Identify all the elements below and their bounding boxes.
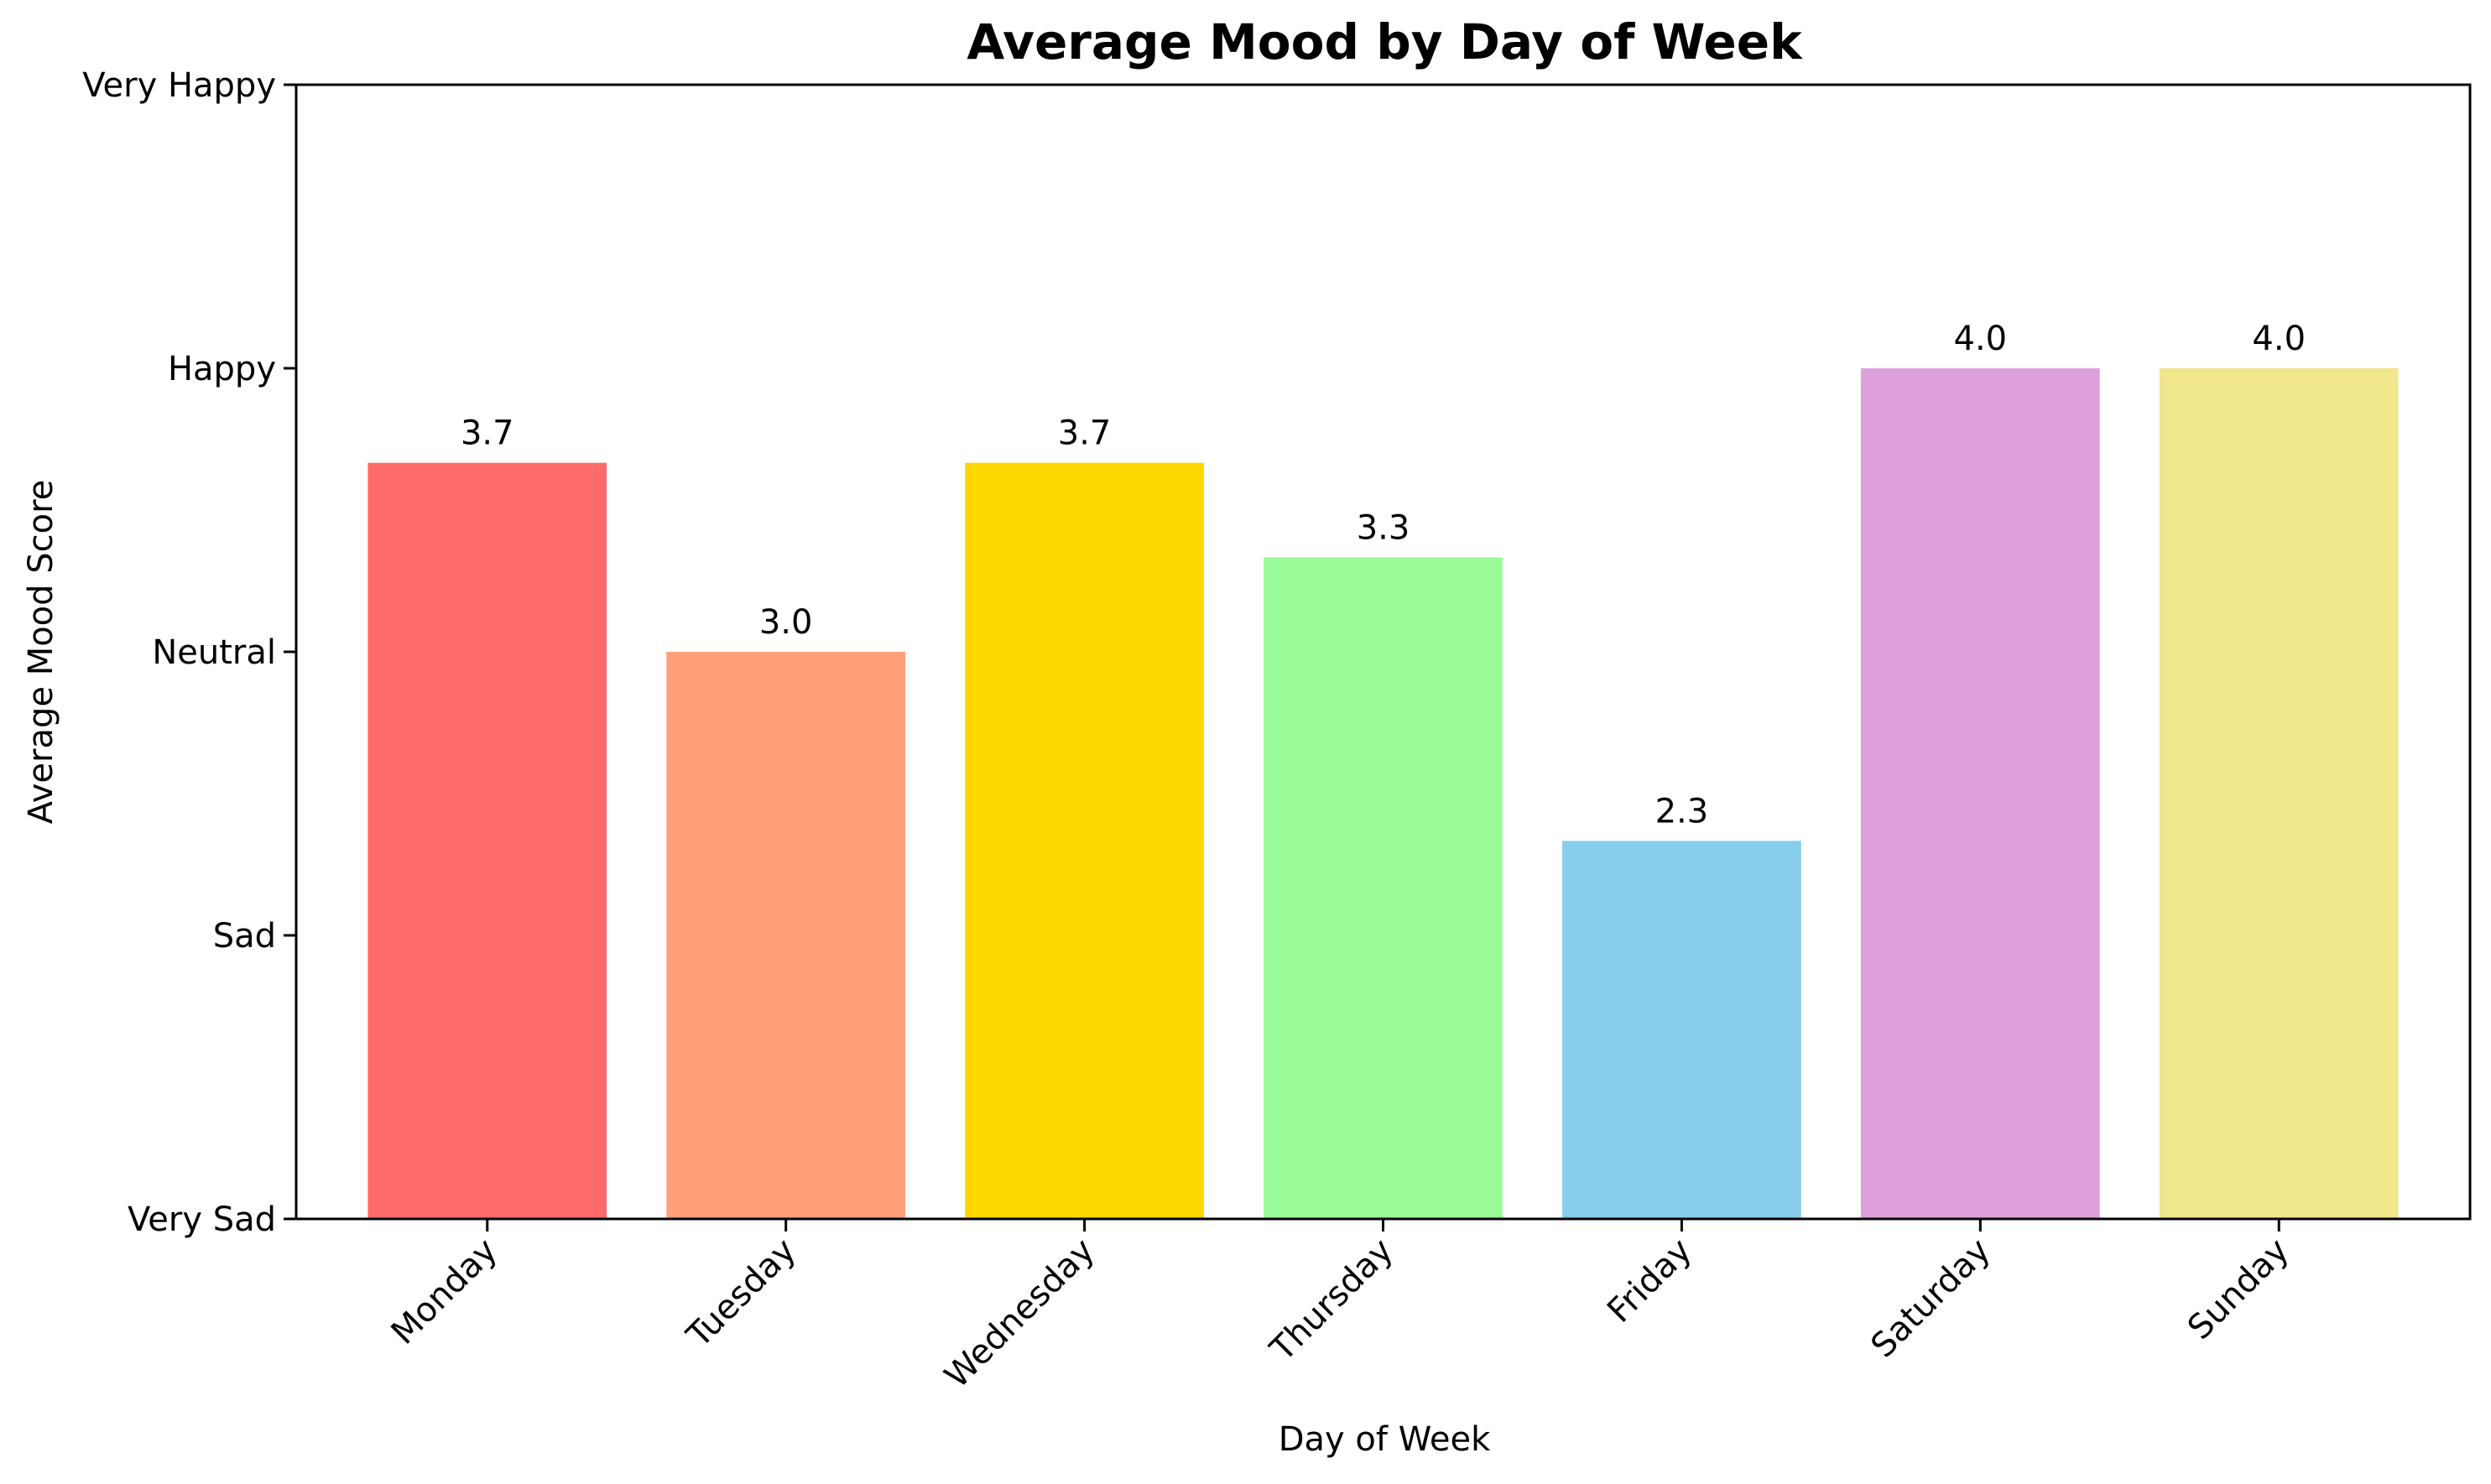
bar-thursday [1264, 557, 1503, 1219]
bar-wednesday [965, 462, 1204, 1219]
y-tick-label-1: Sad [213, 917, 276, 955]
x-axis: Monday Tuesday Wednesday Thursday Friday Satu… [384, 1219, 2296, 1396]
data-label-thursday: 3.3 [1357, 508, 1410, 547]
y-tick-label-0: Very Sad [128, 1200, 276, 1239]
data-label-tuesday: 3.0 [759, 603, 813, 642]
data-label-sunday: 4.0 [2252, 320, 2306, 358]
bar-saturday [1860, 368, 2100, 1219]
data-label-wednesday: 3.7 [1058, 414, 1112, 453]
data-label-saturday: 4.0 [1954, 320, 2008, 358]
x-tick-label-sunday: Sunday [2181, 1231, 2296, 1347]
x-tick-label-tuesday: Tuesday [679, 1231, 803, 1356]
x-tick-label-saturday: Saturday [1863, 1231, 1998, 1366]
x-tick-label-friday: Friday [1600, 1231, 1699, 1330]
y-axis: Very Sad Sad Neutral Happy Very Happy [82, 66, 296, 1239]
x-axis-label: Day of Week [1279, 1420, 1491, 1459]
y-tick-label-3: Happy [168, 350, 276, 388]
data-label-monday: 3.7 [461, 414, 514, 453]
chart-title: Average Mood by Day of Week [967, 13, 1803, 70]
x-tick-label-thursday: Thursday [1263, 1231, 1401, 1370]
y-tick-label-2: Neutral [152, 633, 276, 672]
bar-friday [1562, 841, 1801, 1219]
data-label-friday: 2.3 [1655, 792, 1709, 831]
x-tick-label-monday: Monday [384, 1231, 505, 1352]
bars-layer [367, 368, 2399, 1219]
bar-sunday [2159, 368, 2399, 1219]
bar-tuesday [666, 652, 906, 1219]
data-labels-layer: 3.7 3.0 3.7 3.3 2.3 4.0 4.0 [461, 320, 2306, 831]
x-tick-label-wednesday: Wednesday [937, 1231, 1102, 1396]
y-axis-label: Average Mood Score [22, 480, 60, 825]
y-tick-label-4: Very Happy [82, 66, 276, 105]
bar-monday [367, 462, 607, 1219]
